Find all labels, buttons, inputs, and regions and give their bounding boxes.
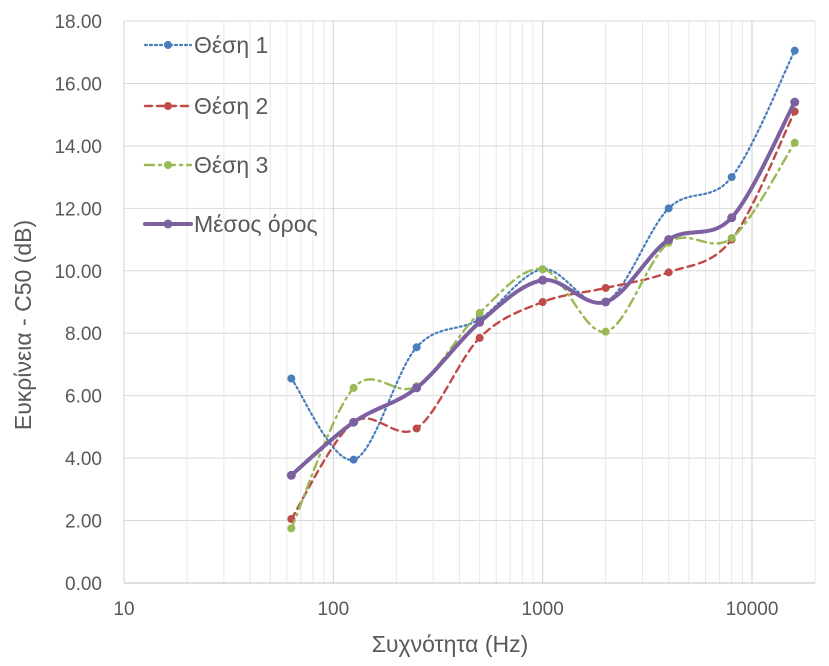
grid-lines xyxy=(123,20,816,583)
legend-label: Θέση 3 xyxy=(194,152,268,178)
legend-label: Θέση 1 xyxy=(194,32,268,58)
data-point xyxy=(475,308,484,317)
x-tick-labels: 10 100 1000 10000 xyxy=(113,599,778,620)
y-tick-label: 10.00 xyxy=(54,262,102,283)
data-point xyxy=(287,524,296,533)
legend-marker xyxy=(164,41,172,49)
data-point xyxy=(538,275,548,285)
legend-label: Θέση 2 xyxy=(194,93,268,119)
data-point xyxy=(538,298,547,306)
series-4 xyxy=(286,97,800,480)
data-point xyxy=(727,233,736,242)
y-tick-label: 14.00 xyxy=(54,137,102,158)
y-tick-label: 16.00 xyxy=(54,74,102,95)
data-point xyxy=(412,424,421,433)
x-tick-label: 1000 xyxy=(522,599,564,620)
data-point xyxy=(412,383,422,393)
y-tick-label: 2.00 xyxy=(65,512,102,533)
series-line xyxy=(289,100,797,478)
y-tick-label: 12.00 xyxy=(54,199,102,220)
x-axis-label: Συχνότητα (Hz) xyxy=(372,631,529,657)
legend-marker xyxy=(164,161,172,169)
data-point xyxy=(286,470,296,480)
data-point xyxy=(538,265,547,274)
series-2 xyxy=(287,107,799,523)
y-tick-labels: 0.00 2.00 4.00 6.00 8.00 10.00 12.00 14.00 16.00… xyxy=(54,12,102,595)
data-point xyxy=(475,317,485,327)
data-point xyxy=(349,383,358,392)
data-point xyxy=(664,268,673,277)
y-axis-label: Ευκρίνεια - C50 (dB) xyxy=(10,220,36,430)
data-point xyxy=(349,417,359,427)
data-point xyxy=(790,97,800,107)
legend-label: Μέσος όρος xyxy=(194,211,318,237)
data-point xyxy=(475,333,484,342)
data-point xyxy=(601,327,610,336)
data-point xyxy=(727,173,736,182)
data-point xyxy=(287,374,296,383)
legend-item: Θέση 3 xyxy=(143,152,268,178)
data-point xyxy=(790,46,799,55)
x-tick-label: 100 xyxy=(317,599,349,620)
y-tick-label: 4.00 xyxy=(65,449,102,470)
legend-marker xyxy=(163,219,173,229)
y-tick-label: 0.00 xyxy=(65,574,102,595)
data-point xyxy=(349,455,358,464)
x-tick-label: 10000 xyxy=(726,599,779,620)
data-point xyxy=(664,235,674,245)
y-tick-label: 8.00 xyxy=(65,324,102,345)
data-point xyxy=(790,138,799,147)
legend-item: Μέσος όρος xyxy=(143,211,318,237)
data-point xyxy=(601,297,611,307)
x-tick-label: 10 xyxy=(113,599,134,620)
data-point xyxy=(412,343,421,352)
y-tick-label: 6.00 xyxy=(65,387,102,408)
data-point xyxy=(727,213,737,223)
data-point xyxy=(664,204,673,213)
series-layer xyxy=(286,46,800,533)
legend-item: Θέση 2 xyxy=(143,93,268,119)
y-tick-label: 18.00 xyxy=(54,12,102,33)
legend-marker xyxy=(164,102,172,110)
legend: Θέση 1 Θέση 2 Θέση 3 Μέσος όρος xyxy=(143,32,318,237)
data-point xyxy=(601,283,610,292)
legend-item: Θέση 1 xyxy=(143,32,268,58)
